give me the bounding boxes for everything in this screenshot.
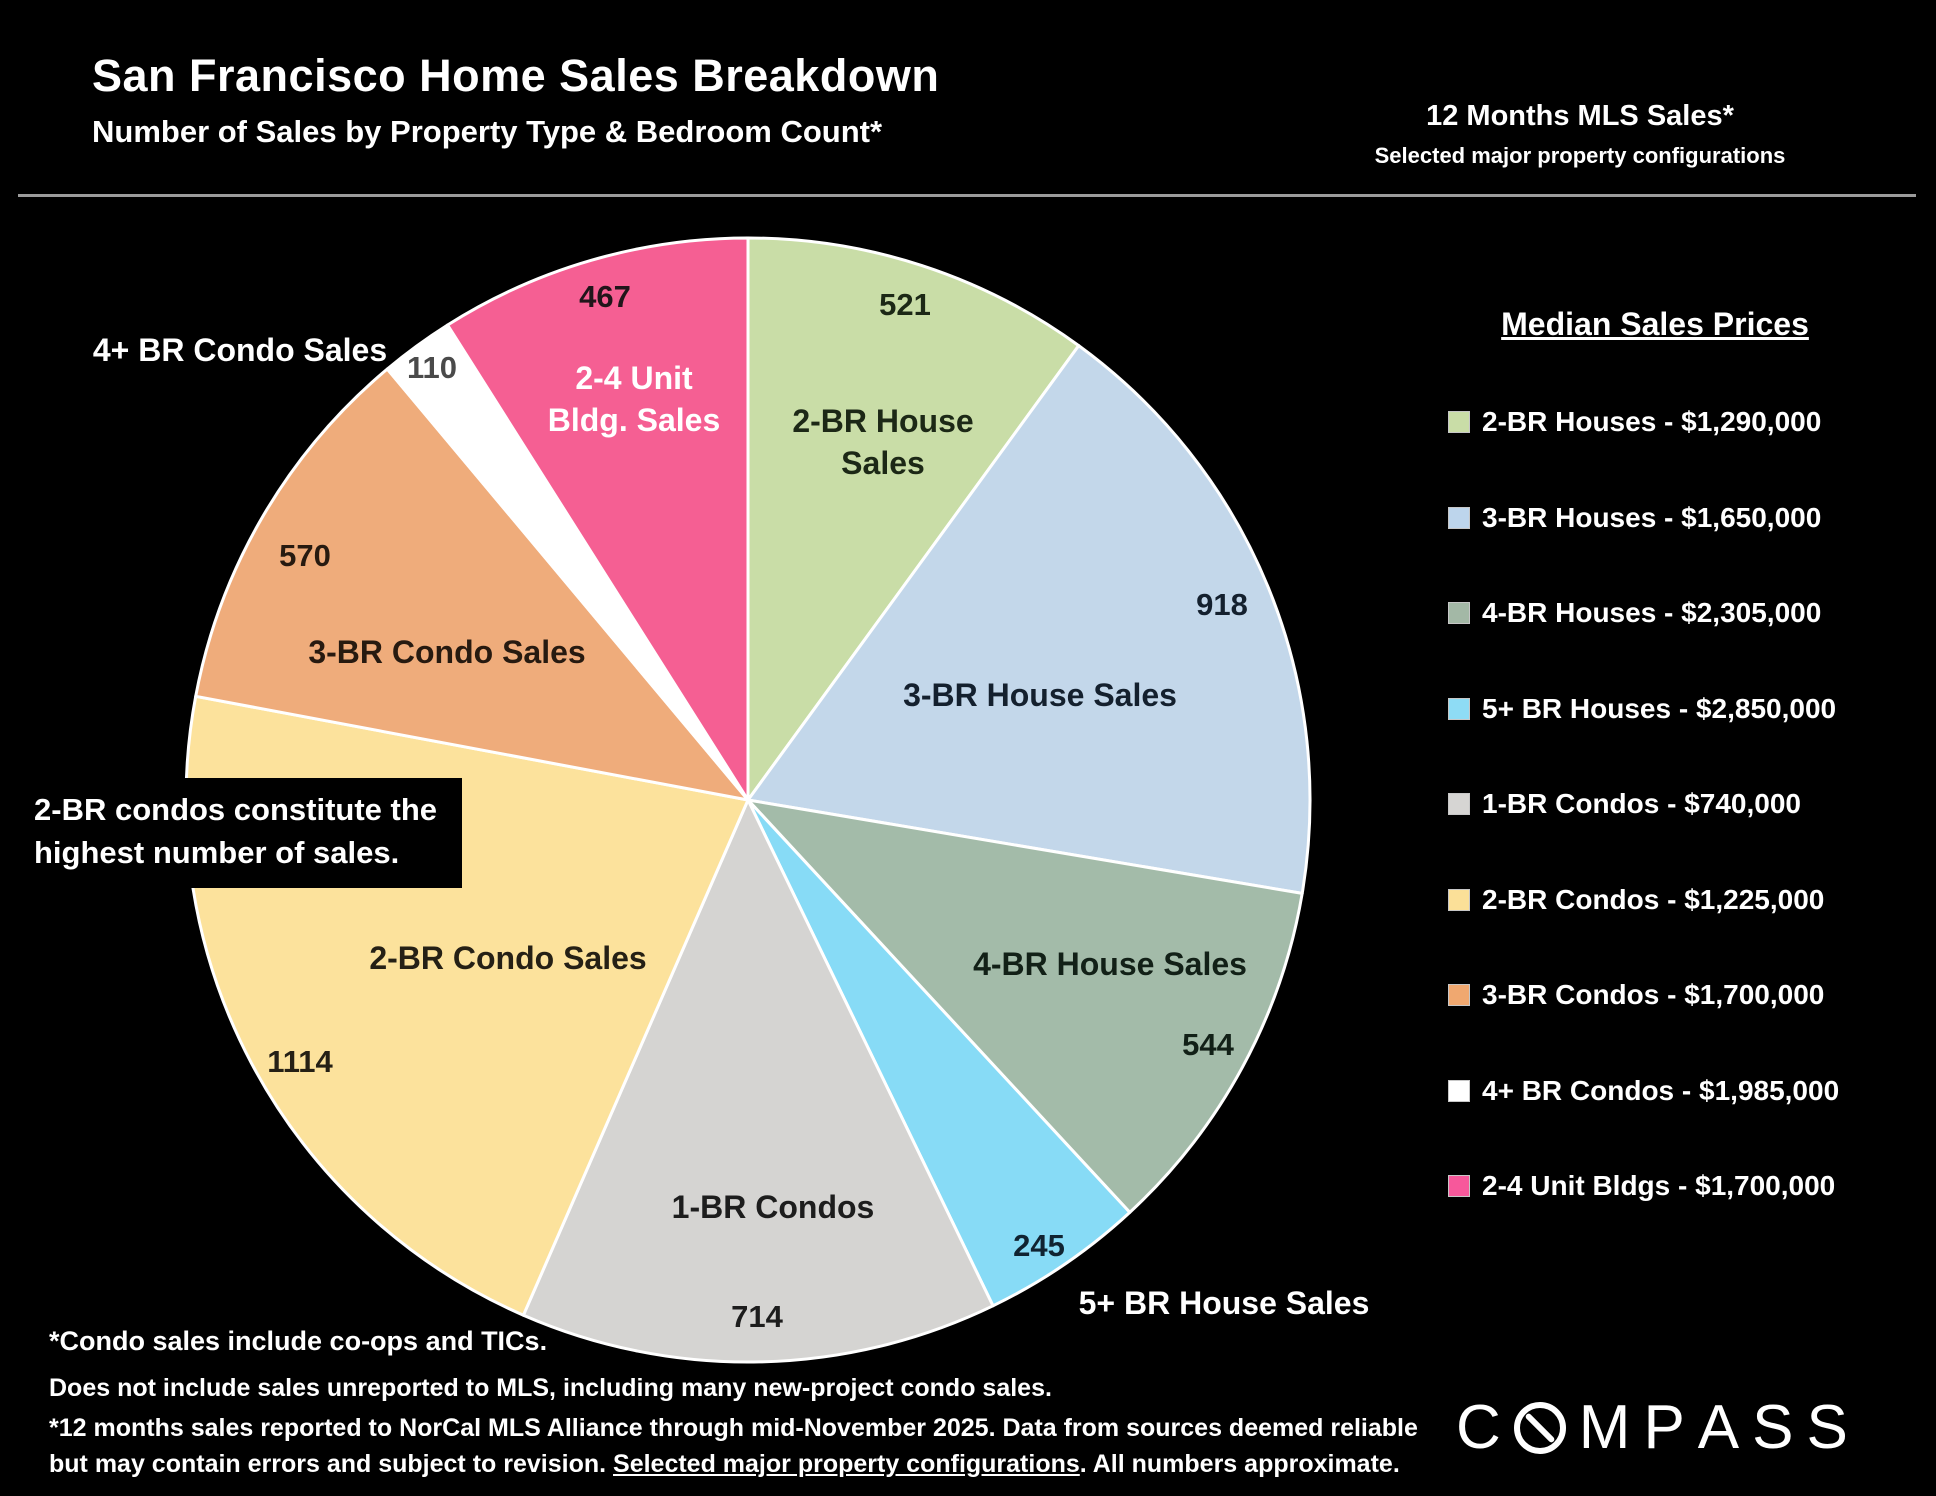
pie-slice-u24	[446, 236, 750, 802]
legend-item-1: 2-BR Houses - $1,290,000	[1448, 406, 1821, 438]
slice-label-u24: 2-4 Unit Bldg. Sales	[547, 360, 721, 438]
legend-label-3: 4-BR Houses - $2,305,000	[1482, 597, 1822, 628]
legend-label-6: 2-BR Condos - $1,225,000	[1482, 883, 1825, 915]
footnote-unreported: Does not include sales unreported to MLS…	[49, 1374, 1052, 1402]
slice-value-h4: 544	[1182, 1027, 1234, 1062]
legend-item-4: 5+ BR Houses - $2,850,000	[1448, 693, 1836, 725]
legend-item-8: 4+ BR Condos - $1,985,000	[1448, 1075, 1839, 1107]
slice-value-c4: 110	[406, 350, 458, 385]
logo-letter: S	[1752, 1393, 1794, 1462]
compass-o-needle-icon	[1513, 1402, 1566, 1454]
slice-value-h3: 918	[1196, 587, 1248, 622]
legend-swatch-8	[1448, 1079, 1470, 1102]
legend-swatch-1	[1448, 411, 1470, 433]
logo-letter: S	[1806, 1393, 1848, 1462]
legend-swatch-5	[1448, 793, 1470, 815]
slice-label-h3: 3-BR House Sales	[903, 677, 1177, 713]
pie-slice-h4	[746, 798, 1304, 1214]
slice-label-c2: 2-BR Condo Sales	[369, 940, 647, 976]
legend-swatch-2	[1448, 506, 1470, 529]
legend-label-1: 2-BR Houses - $1,290,000	[1482, 406, 1822, 437]
legend-label-5: 1-BR Condos - $740,000	[1482, 788, 1801, 819]
footnote-underlined: Selected major property configurations	[613, 1450, 1080, 1478]
pie-slice-c1	[521, 798, 995, 1364]
footnote-pre: but may contain errors and subject to re…	[49, 1450, 614, 1478]
slice-value-h2: 521	[879, 287, 931, 322]
page-title: San Francisco Home Sales Breakdown	[92, 50, 940, 101]
slice-value-c3: 570	[279, 538, 331, 573]
page-subtitle: Number of Sales by Property Type & Bedro…	[92, 114, 883, 149]
legend-item-9: 2-4 Unit Bldgs - $1,700,000	[1448, 1170, 1835, 1202]
pie-slice-c3	[194, 367, 750, 802]
legend-item-2: 3-BR Houses - $1,650,000	[1448, 502, 1821, 534]
legend-swatch-7	[1448, 984, 1470, 1006]
slice-label-c1: 1-BR Condos	[671, 1189, 875, 1225]
legend-label-4: 5+ BR Houses - $2,850,000	[1482, 692, 1837, 724]
logo-letter: P	[1643, 1393, 1685, 1462]
logo-letter: A	[1697, 1393, 1740, 1462]
legend-label-9: 2-4 Unit Bldgs - $1,700,000	[1482, 1170, 1836, 1201]
footnote-condo-coops: *Condo sales include co-ops and TICs.	[49, 1326, 548, 1356]
legend-title: Median Sales Prices	[1501, 306, 1809, 342]
logo-letter: C	[1456, 1393, 1501, 1462]
slice-value-c1: 714	[731, 1299, 783, 1334]
legend-item-3: 4-BR Houses - $2,305,000	[1448, 597, 1821, 629]
footnote-source-line2: but may contain errors and subject to re…	[49, 1450, 1400, 1479]
legend-label-8: 4+ BR Condos - $1,985,000	[1482, 1074, 1840, 1106]
footnote-source-line1: *12 months sales reported to NorCal MLS …	[49, 1414, 1418, 1442]
callout-box: 2-BR condos constitute the highest numbe…	[20, 778, 462, 888]
slice-label-h2: 2-BR House Sales	[792, 403, 974, 481]
slice-value-c2: 1114	[267, 1044, 333, 1079]
slice-label-c4: 4+ BR Condo Sales	[92, 332, 388, 368]
logo-letter: M	[1578, 1393, 1631, 1462]
legend-label-7: 3-BR Condos - $1,700,000	[1482, 979, 1825, 1010]
right-header-title: 12 Months MLS Sales*	[1426, 100, 1734, 132]
legend-swatch-6	[1448, 888, 1470, 911]
slice-label-c3: 3-BR Condo Sales	[308, 634, 586, 670]
slice-label-h5: 5+ BR House Sales	[1078, 1285, 1370, 1321]
legend-label-2: 3-BR Houses - $1,650,000	[1482, 501, 1822, 533]
footnote-post: . All numbers approximate.	[1079, 1450, 1400, 1478]
right-header-subtitle: Selected major property configurations	[1374, 143, 1786, 168]
legend-item-7: 3-BR Condos - $1,700,000	[1448, 979, 1824, 1011]
header-divider	[18, 194, 1916, 197]
slice-label-h4: 4-BR House Sales	[973, 946, 1247, 982]
legend-swatch-3	[1448, 602, 1470, 624]
right-header: 12 Months MLS Sales* Selected major prop…	[1250, 100, 1910, 169]
legend-swatch-4	[1448, 697, 1470, 720]
legend-item-6: 2-BR Condos - $1,225,000	[1448, 884, 1824, 916]
pie-slice-h3	[746, 344, 1312, 895]
pie-slice-h5	[746, 798, 1132, 1308]
slice-value-h5: 245	[1013, 1228, 1065, 1263]
legend-item-5: 1-BR Condos - $740,000	[1448, 788, 1801, 820]
slice-value-u24: 467	[579, 279, 631, 314]
pie-slice-h2	[746, 236, 1081, 802]
legend-swatch-9	[1448, 1175, 1470, 1197]
